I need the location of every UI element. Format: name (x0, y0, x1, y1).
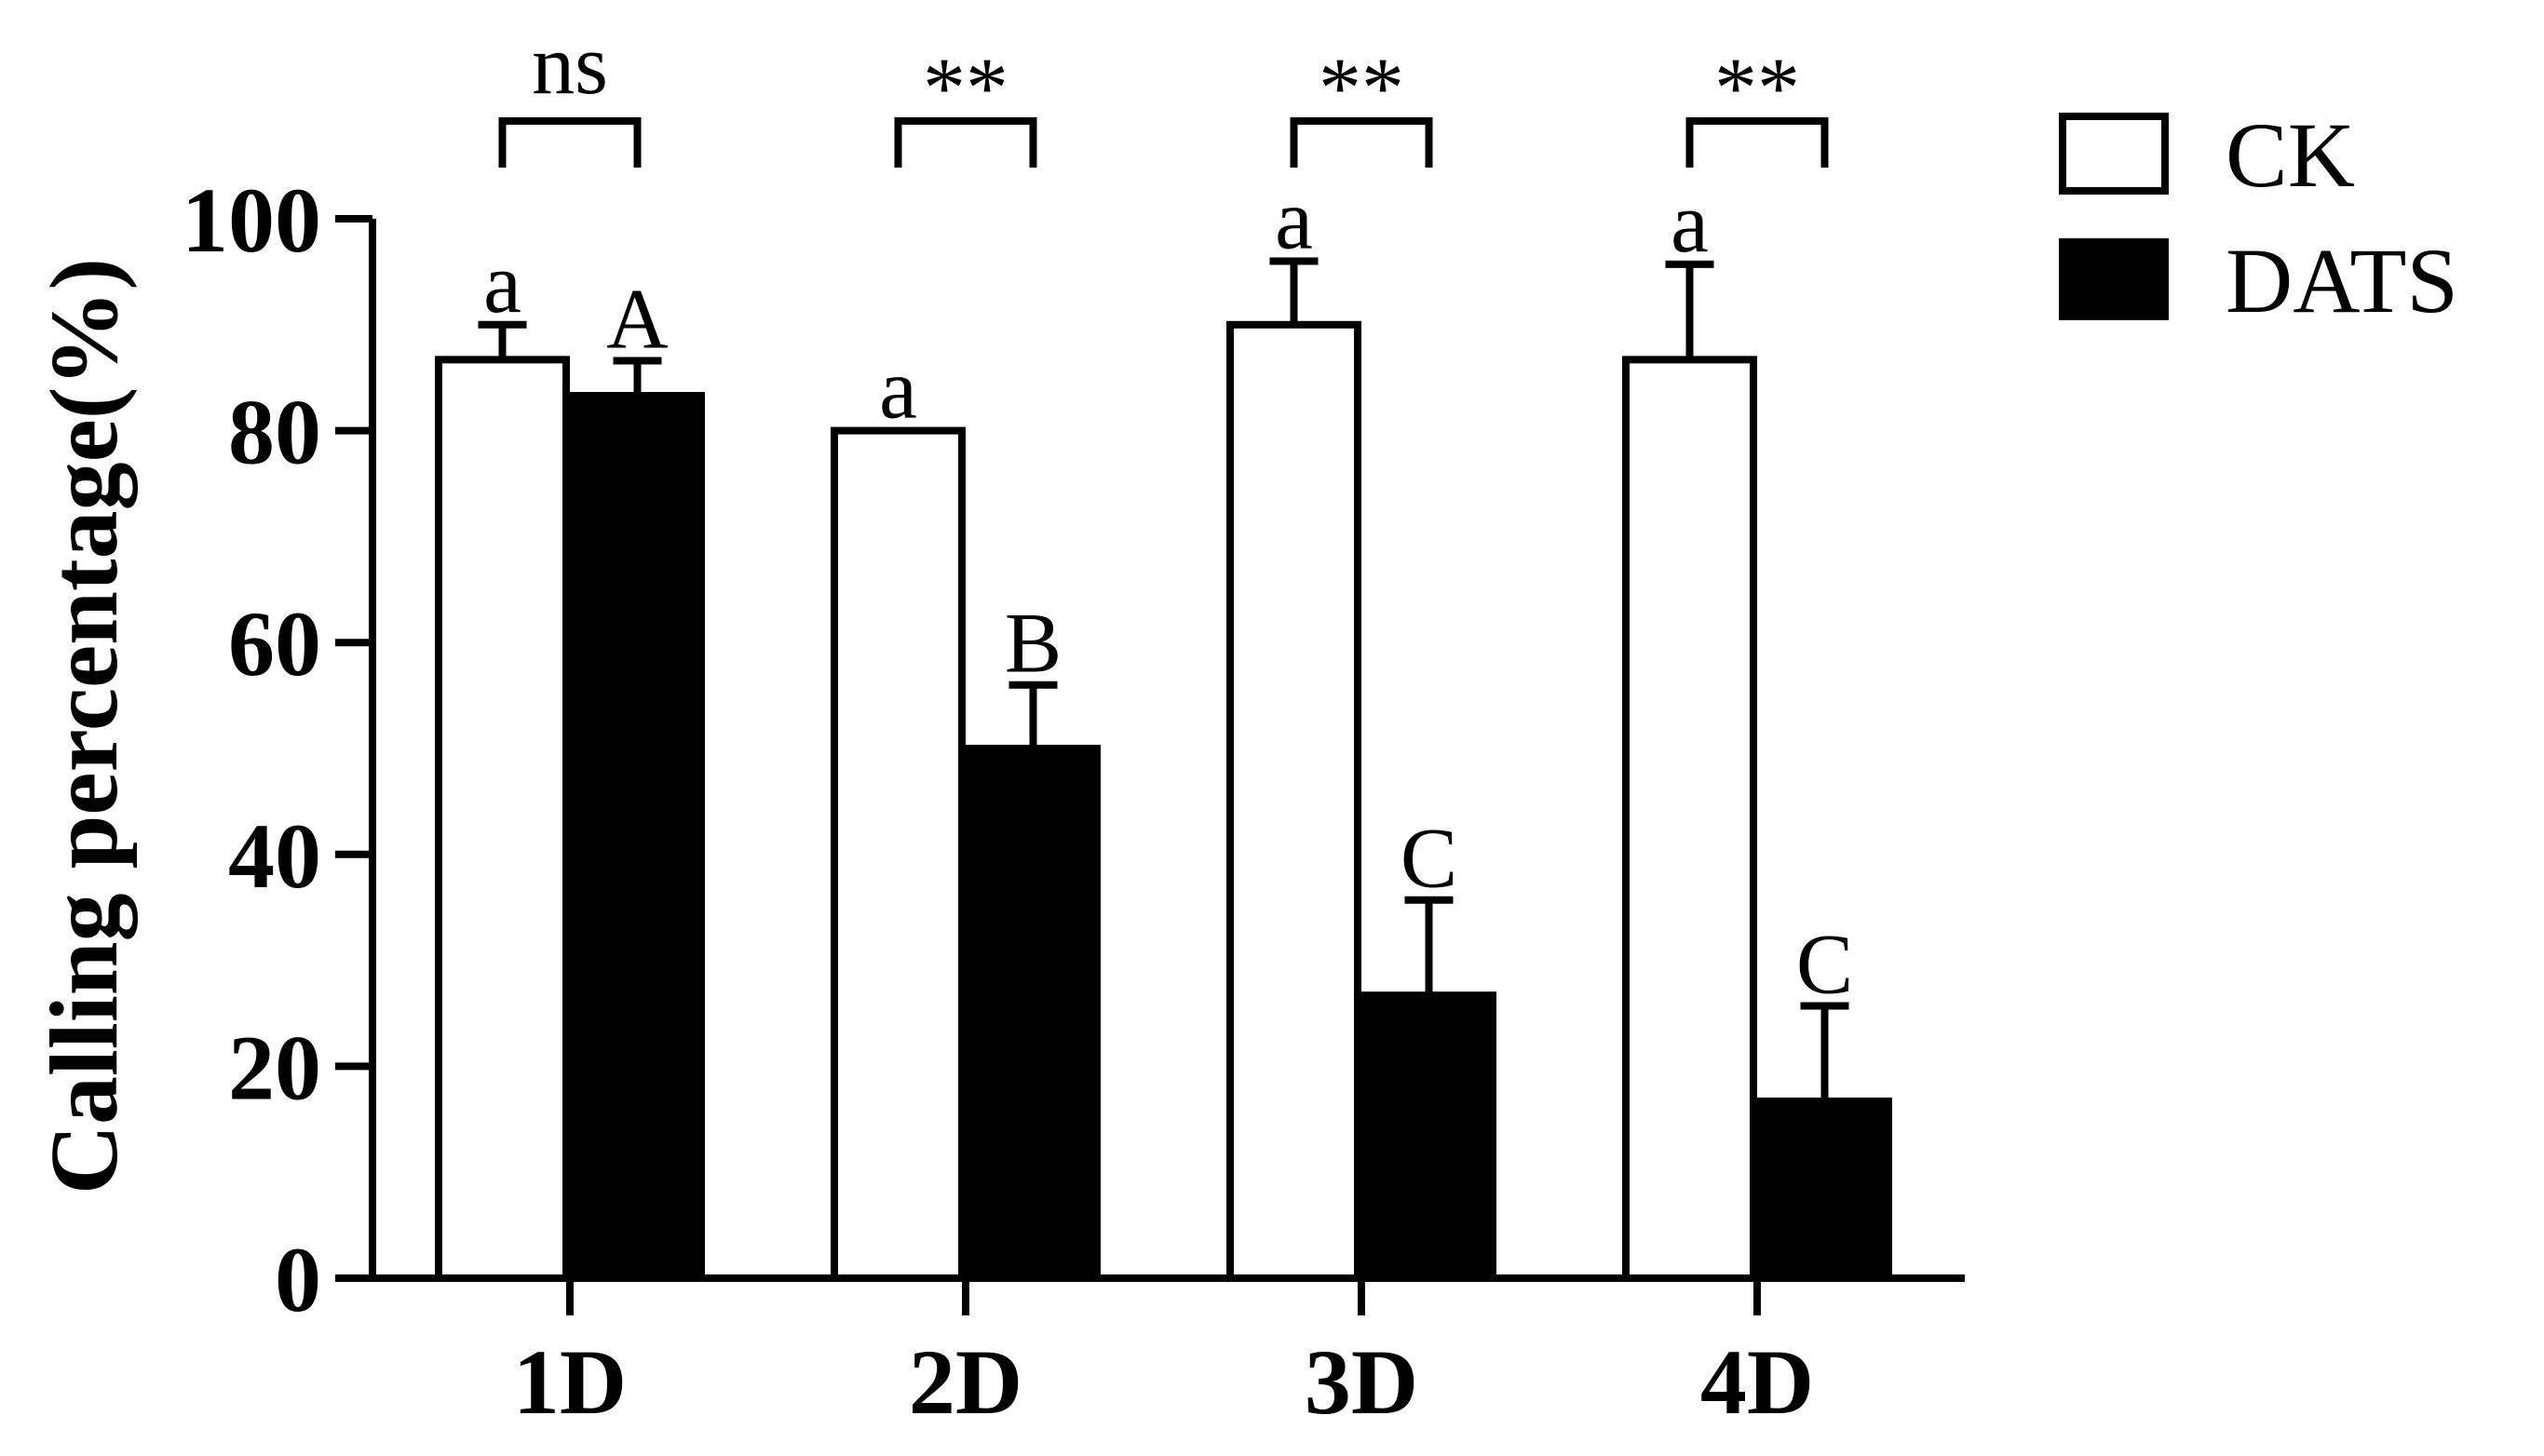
legend: CK DATS (2059, 103, 2458, 332)
significance-mark: ** (1714, 40, 1800, 135)
bar-dats-2d (966, 745, 1101, 1282)
significance-letter: B (1005, 596, 1062, 691)
y-tick-label: 20 (228, 1016, 321, 1119)
significance-letter: a (1671, 175, 1709, 270)
significance-bracket (498, 117, 642, 168)
significance-brackets: ns ** ** ** (498, 17, 1829, 168)
y-tick-label: 40 (228, 804, 321, 908)
legend-label-ck: CK (2226, 103, 2355, 207)
y-tick-label: 100 (182, 169, 321, 272)
bar-dats-1d (570, 392, 705, 1282)
bar-ck-2d (831, 426, 966, 1283)
significance-mark: ** (923, 40, 1008, 135)
y-tick-label: 60 (228, 592, 321, 695)
significance-bracket (894, 117, 1037, 168)
bars (435, 320, 1892, 1283)
x-axis: 1D 2D 3D 4D (369, 1274, 1965, 1434)
significance-letter: C (1796, 917, 1853, 1012)
bar-ck-1d (435, 356, 570, 1282)
legend-swatch-dats (2059, 238, 2169, 320)
x-tick-label: 3D (1305, 1330, 1418, 1434)
y-tick-label: 0 (275, 1228, 321, 1331)
significance-letter: a (483, 236, 521, 330)
error-bars (478, 257, 1849, 1101)
bar-dats-3d (1361, 991, 1496, 1283)
significance-mark: ns (532, 17, 608, 112)
significance-letter: a (879, 342, 917, 437)
x-tick-label: 2D (909, 1330, 1022, 1434)
y-axis: 0 20 40 60 80 100 (182, 169, 376, 1331)
y-axis-label: Calling percentage(%) (31, 258, 138, 1194)
significance-bracket (1290, 117, 1433, 168)
y-tick-label: 80 (228, 381, 321, 484)
significance-letter: C (1401, 811, 1457, 906)
significance-letter: a (1275, 172, 1313, 267)
bar-ck-3d (1226, 320, 1361, 1282)
bar-ck-4d (1622, 356, 1757, 1282)
significance-mark: ** (1319, 40, 1404, 135)
x-tick-label: 4D (1700, 1330, 1814, 1434)
significance-bracket (1685, 117, 1829, 168)
legend-swatch-ck (2059, 113, 2169, 195)
bar-dats-4d (1757, 1097, 1892, 1282)
legend-label-dats: DATS (2226, 229, 2458, 332)
x-tick-label: 1D (513, 1330, 627, 1434)
significance-letter: A (606, 271, 668, 366)
